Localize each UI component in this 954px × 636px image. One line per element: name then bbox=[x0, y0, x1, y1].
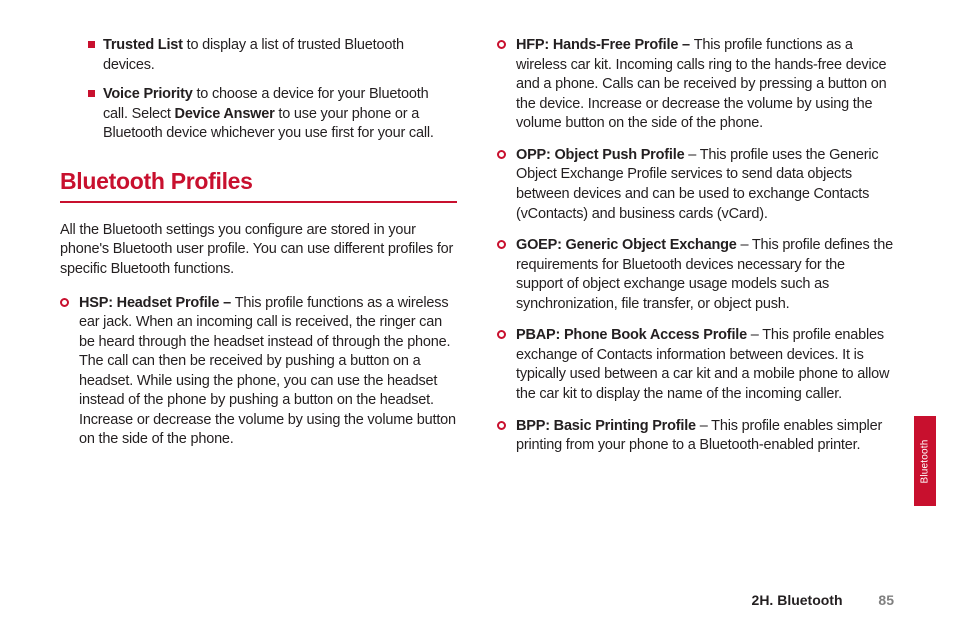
term-bold: BPP: Basic Printing Profile bbox=[516, 418, 696, 434]
term-bold: Voice Priority bbox=[103, 86, 193, 102]
section-heading: Bluetooth Profiles bbox=[60, 168, 457, 195]
side-tab: Bluetooth bbox=[914, 416, 936, 506]
term-bold-2: Device Answer bbox=[175, 106, 275, 122]
left-column: Trusted List to display a list of truste… bbox=[60, 36, 457, 468]
page-content: Trusted List to display a list of truste… bbox=[0, 0, 954, 488]
heading-rule bbox=[60, 201, 457, 203]
list-item: HSP: Headset Profile – This profile func… bbox=[60, 294, 457, 451]
list-item: GOEP: Generic Object Exchange – This pro… bbox=[497, 236, 894, 314]
list-item-text: HFP: Hands-Free Profile – This profile f… bbox=[516, 36, 894, 134]
circle-bullet-icon bbox=[497, 150, 506, 159]
list-item-text: OPP: Object Push Profile – This profile … bbox=[516, 146, 894, 224]
list-item: PBAP: Phone Book Access Profile – This p… bbox=[497, 326, 894, 404]
circle-bullet-icon bbox=[497, 240, 506, 249]
list-item: BPP: Basic Printing Profile – This profi… bbox=[497, 417, 894, 456]
list-item-text: Trusted List to display a list of truste… bbox=[103, 36, 457, 75]
list-item-text: HSP: Headset Profile – This profile func… bbox=[79, 294, 457, 451]
footer-section: 2H. Bluetooth bbox=[752, 592, 843, 608]
page-footer: 2H. Bluetooth 85 bbox=[752, 592, 894, 608]
list-item-text: PBAP: Phone Book Access Profile – This p… bbox=[516, 326, 894, 404]
term-bold: PBAP: Phone Book Access Profile bbox=[516, 327, 747, 343]
list-item: Voice Priority to choose a device for yo… bbox=[60, 85, 457, 144]
page-number: 85 bbox=[878, 592, 894, 608]
term-bold: OPP: Object Push Profile bbox=[516, 147, 684, 163]
term-bold: HSP: Headset Profile – bbox=[79, 295, 235, 311]
intro-paragraph: All the Bluetooth settings you configure… bbox=[60, 221, 457, 280]
right-column: HFP: Hands-Free Profile – This profile f… bbox=[497, 36, 894, 468]
list-item: OPP: Object Push Profile – This profile … bbox=[497, 146, 894, 224]
term-bold: GOEP: Generic Object Exchange bbox=[516, 237, 737, 253]
circle-bullet-icon bbox=[60, 298, 69, 307]
list-item-text: BPP: Basic Printing Profile – This profi… bbox=[516, 417, 894, 456]
list-item: Trusted List to display a list of truste… bbox=[60, 36, 457, 75]
list-item-text: Voice Priority to choose a device for yo… bbox=[103, 85, 457, 144]
term-bold: Trusted List bbox=[103, 37, 183, 53]
square-bullet-icon bbox=[88, 90, 95, 97]
circle-bullet-icon bbox=[497, 40, 506, 49]
list-item: HFP: Hands-Free Profile – This profile f… bbox=[497, 36, 894, 134]
square-bullet-icon bbox=[88, 41, 95, 48]
side-tab-label: Bluetooth bbox=[920, 439, 931, 483]
circle-bullet-icon bbox=[497, 330, 506, 339]
list-item-text: GOEP: Generic Object Exchange – This pro… bbox=[516, 236, 894, 314]
term-bold: HFP: Hands-Free Profile – bbox=[516, 37, 694, 53]
circle-bullet-icon bbox=[497, 421, 506, 430]
term-rest: This profile functions as a wireless ear… bbox=[79, 295, 456, 448]
